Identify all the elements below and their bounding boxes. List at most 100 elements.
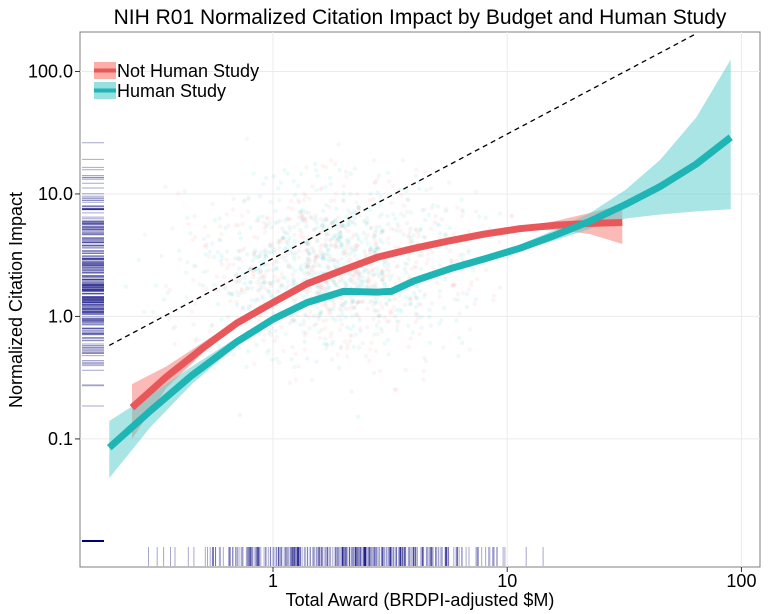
scatter-point — [331, 278, 337, 283]
scatter-point — [323, 302, 328, 308]
scatter-point — [376, 274, 382, 279]
scatter-point — [275, 241, 281, 246]
scatter-point — [261, 257, 266, 262]
scatter-point — [206, 254, 211, 259]
scatter-point — [246, 348, 251, 354]
scatter-point — [335, 352, 340, 357]
scatter-point — [193, 338, 198, 344]
scatter-point — [173, 324, 178, 330]
scatter-point — [244, 136, 249, 141]
scatter-point — [380, 269, 386, 274]
scatter-point — [414, 296, 420, 301]
scatter-point — [271, 262, 276, 267]
scatter-point — [307, 257, 312, 263]
scatter-point — [406, 233, 411, 238]
scatter-point — [382, 263, 387, 268]
scatter-point — [281, 235, 286, 240]
legend: Not Human Study Human Study — [94, 61, 259, 101]
scatter-point — [286, 205, 291, 210]
scatter-point — [439, 317, 444, 323]
scatter-point — [278, 284, 283, 289]
scatter-point — [403, 261, 408, 266]
scatter-point — [366, 279, 371, 284]
scatter-point — [313, 290, 319, 295]
scatter-point — [357, 326, 363, 331]
scatter-point — [327, 309, 332, 314]
scatter-point — [257, 265, 263, 270]
scatter-point — [257, 194, 263, 199]
scatter-point — [266, 290, 272, 295]
scatter-point — [258, 260, 263, 265]
scatter-point — [348, 191, 353, 196]
scatter-point — [343, 169, 349, 175]
scatter-point — [374, 271, 380, 276]
scatter-point — [344, 283, 349, 288]
scatter-point — [349, 389, 354, 394]
scatter-point — [273, 328, 278, 334]
scatter-point — [372, 283, 377, 289]
scatter-point — [394, 228, 400, 234]
scatter-point — [345, 346, 350, 351]
scatter-point — [385, 337, 391, 343]
scatter-point — [360, 340, 365, 346]
scatter-point — [298, 234, 304, 239]
scatter-point — [240, 305, 245, 310]
scatter-point — [308, 215, 313, 220]
scatter-point — [303, 218, 308, 223]
scatter-point — [352, 272, 358, 277]
scatter-point — [339, 308, 344, 313]
scatter-point — [403, 367, 408, 372]
scatter-point — [259, 273, 264, 278]
scatter-point — [326, 307, 331, 312]
scatter-point — [318, 244, 323, 249]
scatter-point — [242, 281, 247, 286]
scatter-point — [371, 272, 377, 277]
scatter-point — [306, 315, 312, 320]
scatter-point — [353, 332, 358, 337]
scatter-point — [313, 216, 319, 221]
scatter-point — [350, 274, 355, 280]
scatter-point — [224, 249, 230, 254]
scatter-point — [278, 325, 284, 330]
scatter-point — [308, 287, 313, 293]
scatter-point — [351, 344, 357, 350]
scatter-point — [269, 225, 274, 230]
scatter-point — [311, 250, 317, 255]
scatter-point — [348, 277, 353, 282]
scatter-point — [276, 238, 281, 243]
scatter-point — [254, 343, 259, 348]
scatter-point — [354, 301, 359, 306]
scatter-point — [356, 270, 361, 276]
scatter-point — [291, 242, 297, 247]
scatter-point — [483, 215, 488, 221]
scatter-point — [344, 174, 349, 179]
scatter-point — [292, 232, 297, 238]
scatter-point — [312, 258, 317, 263]
scatter-point — [351, 232, 357, 237]
scatter-point — [237, 412, 243, 417]
scatter-point — [307, 269, 312, 275]
scatter-point — [454, 318, 459, 323]
scatter-point — [447, 180, 452, 185]
scatter-point — [239, 287, 244, 292]
scatter-point — [338, 274, 343, 279]
scatter-point — [248, 318, 254, 324]
scatter-point — [343, 300, 348, 306]
scatter-point — [374, 266, 380, 271]
scatter-point — [319, 228, 325, 233]
scatter-point — [334, 226, 339, 231]
scatter-point — [269, 326, 274, 331]
scatter-point — [290, 317, 295, 323]
scatter-point — [373, 238, 378, 243]
scatter-point — [423, 358, 428, 364]
scatter-point — [306, 251, 311, 256]
scatter-point — [386, 352, 391, 357]
scatter-point — [319, 251, 325, 256]
scatter-point — [265, 262, 270, 268]
scatter-point — [407, 229, 412, 235]
scatter-point — [337, 224, 343, 229]
scatter-point — [315, 285, 320, 290]
scatter-point — [338, 230, 343, 235]
scatter-point — [162, 297, 167, 302]
scatter-point — [314, 188, 319, 193]
